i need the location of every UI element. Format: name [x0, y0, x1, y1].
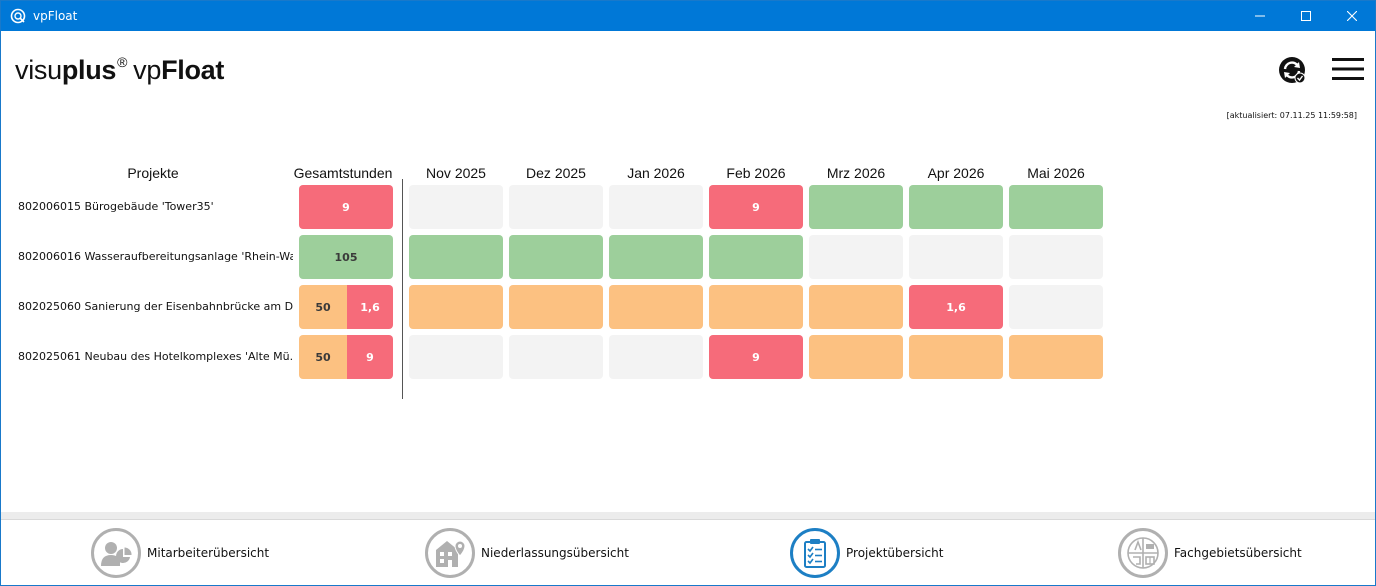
month-cell[interactable]: [809, 335, 903, 379]
month-header: Nov 2025: [426, 165, 486, 181]
header-total-hours: Gesamtstunden: [293, 165, 393, 181]
hamburger-menu-icon[interactable]: [1332, 57, 1364, 81]
close-icon: [1347, 11, 1357, 21]
title-bar[interactable]: vpFloat: [1, 1, 1375, 31]
total-hours-cell[interactable]: 50: [299, 335, 347, 379]
month-cell[interactable]: [509, 285, 603, 329]
month-cell[interactable]: [409, 285, 503, 329]
total-hours-cell[interactable]: 50: [299, 285, 347, 329]
month-cell[interactable]: [809, 185, 903, 229]
logo-text-vp: vp: [133, 55, 162, 85]
nav-label-project: Projektübersicht: [846, 546, 944, 560]
employee-chart-icon: [91, 528, 141, 578]
month-cell[interactable]: [1009, 185, 1103, 229]
header-projects: Projekte: [127, 165, 179, 181]
maximize-button[interactable]: [1283, 1, 1329, 31]
month-header: Jan 2026: [627, 165, 685, 181]
disciplines-icon: [1118, 528, 1168, 578]
month-header: Feb 2026: [726, 165, 786, 181]
month-cell[interactable]: [609, 235, 703, 279]
bottom-nav-separator: [1, 512, 1375, 520]
month-cell[interactable]: [609, 285, 703, 329]
month-cell[interactable]: [909, 235, 1003, 279]
month-cell[interactable]: [409, 335, 503, 379]
month-cell[interactable]: [409, 185, 503, 229]
building-location-icon: [425, 528, 475, 578]
nav-project-overview[interactable]: Projektübersicht: [790, 527, 943, 579]
logo-registered-mark: ®: [117, 54, 128, 70]
brand-logo: visuplus® vpFloat: [15, 54, 225, 86]
nav-label-branch: Niederlassungsübersicht: [481, 546, 629, 560]
nav-discipline-overview[interactable]: Fachgebietsübersicht: [1118, 527, 1302, 579]
month-cell[interactable]: [709, 235, 803, 279]
month-cell[interactable]: [609, 185, 703, 229]
month-cell[interactable]: [809, 285, 903, 329]
month-header: Mrz 2026: [826, 165, 886, 181]
logo-text-float: Float: [161, 55, 225, 85]
project-name[interactable]: 802006016 Wasseraufbereitungsanlage 'Rhe…: [18, 250, 293, 263]
month-cell[interactable]: [609, 335, 703, 379]
month-cell[interactable]: [509, 185, 603, 229]
clipboard-checklist-icon: [790, 528, 840, 578]
month-cell[interactable]: [1009, 285, 1103, 329]
month-header: Dez 2025: [526, 165, 586, 181]
month-cell[interactable]: 1,6: [909, 285, 1003, 329]
month-cell[interactable]: 9: [709, 185, 803, 229]
month-cell[interactable]: [509, 235, 603, 279]
month-header: Mai 2026: [1027, 165, 1085, 181]
month-cell[interactable]: [409, 235, 503, 279]
month-cell[interactable]: [809, 235, 903, 279]
nav-label-employee: Mitarbeiterübersicht: [147, 546, 270, 560]
month-cell[interactable]: [909, 335, 1003, 379]
project-name[interactable]: 802025061 Neubau des Hotelkomplexes 'Alt…: [18, 350, 293, 363]
logo-text-visu: visu: [15, 55, 62, 85]
minimize-button[interactable]: [1237, 1, 1283, 31]
total-hours-cell[interactable]: 105: [299, 235, 393, 279]
close-button[interactable]: [1329, 1, 1375, 31]
window-title: vpFloat: [33, 9, 78, 23]
logo-text-plus: plus: [61, 55, 117, 85]
total-hours-cell[interactable]: 9: [299, 185, 393, 229]
column-divider: [402, 179, 403, 399]
minimize-icon: [1255, 15, 1265, 17]
app-logo-icon: [10, 8, 26, 24]
month-cell[interactable]: 9: [709, 335, 803, 379]
month-cell[interactable]: [1009, 235, 1103, 279]
nav-branch-overview[interactable]: Niederlassungsübersicht: [425, 527, 629, 579]
month-cell[interactable]: [1009, 335, 1103, 379]
month-header: Apr 2026: [927, 165, 985, 181]
nav-employee-overview[interactable]: Mitarbeiterübersicht: [91, 527, 269, 579]
month-cell[interactable]: [709, 285, 803, 329]
total-hours-cell[interactable]: 1,6: [347, 285, 393, 329]
last-updated-timestamp: [aktualisiert: 07.11.25 11:59:58]: [1226, 111, 1357, 120]
project-name[interactable]: 802025060 Sanierung der Eisenbahnbrücke …: [18, 300, 293, 313]
month-cell[interactable]: [909, 185, 1003, 229]
sync-icon[interactable]: [1277, 55, 1307, 85]
nav-label-discipline: Fachgebietsübersicht: [1174, 546, 1302, 560]
total-hours-cell[interactable]: 9: [347, 335, 393, 379]
maximize-icon: [1301, 11, 1311, 21]
project-name[interactable]: 802006015 Bürogebäude 'Tower35': [18, 200, 214, 213]
month-cell[interactable]: [509, 335, 603, 379]
